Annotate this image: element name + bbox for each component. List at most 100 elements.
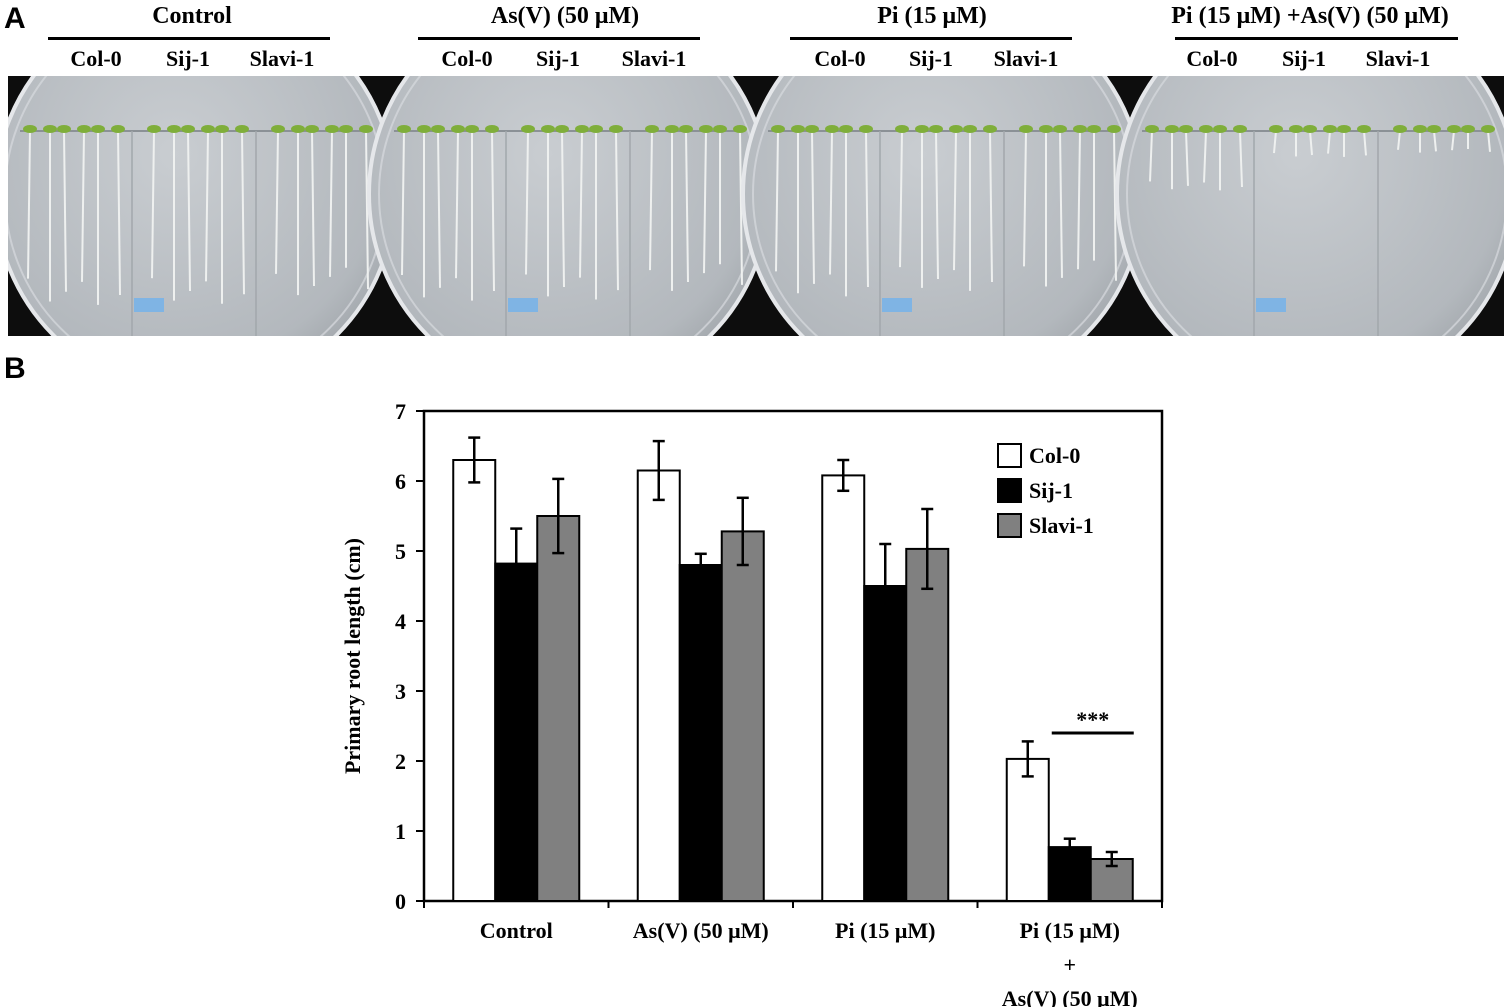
seedling-root — [241, 130, 245, 295]
bar-slavi-1 — [536, 515, 581, 902]
x-category-label: Control — [480, 918, 553, 943]
seedling-leaf — [575, 125, 589, 133]
y-tick-label: 1 — [395, 819, 406, 844]
seedling-root — [151, 130, 155, 279]
seedling-root — [205, 130, 209, 282]
seedling-leaf — [1413, 125, 1427, 133]
seedling-root — [685, 130, 689, 282]
seedling-leaf — [465, 125, 479, 133]
seedling-leaf — [1393, 125, 1407, 133]
seedling-root — [187, 130, 191, 292]
genotype-label: Col-0 — [441, 46, 493, 71]
seedling-leaf — [305, 125, 319, 133]
seedling-leaf — [57, 125, 71, 133]
seedling-root — [1113, 130, 1117, 281]
seedling-leaf — [929, 125, 943, 133]
condition-rule — [48, 37, 330, 40]
y-tick-label: 7 — [395, 399, 406, 424]
seedling-leaf — [1039, 125, 1053, 133]
seedling-leaf — [699, 125, 713, 133]
seedling-root — [1023, 130, 1027, 267]
seedling-root — [275, 130, 279, 274]
plate-photo-strip — [0, 0, 1510, 396]
seedling-leaf — [1145, 125, 1159, 133]
genotype-label: Slavi-1 — [1365, 46, 1431, 71]
genotype-label: Col-0 — [1186, 46, 1238, 71]
seedling-leaf — [417, 125, 431, 133]
seedling-leaf — [1269, 125, 1283, 133]
legend-label: Sij-1 — [1029, 478, 1073, 503]
seedling-root — [1077, 130, 1081, 270]
y-tick-label: 0 — [395, 889, 406, 914]
seedling-leaf — [825, 125, 839, 133]
seedling-leaf — [339, 125, 353, 133]
seedling-root — [953, 130, 957, 271]
seedling-leaf — [1199, 125, 1213, 133]
panel-a-letter: A — [4, 2, 26, 35]
seedling-leaf — [1427, 125, 1441, 133]
plate-dish — [741, 0, 1145, 396]
legend-swatch-sij-1 — [997, 478, 1022, 503]
legend-label: Col-0 — [1029, 443, 1080, 468]
seedling-leaf — [1087, 125, 1101, 133]
seedling-leaf — [291, 125, 305, 133]
legend-swatch-col-0 — [997, 443, 1022, 468]
condition-title: Control — [152, 3, 232, 29]
bar-col-0 — [821, 474, 866, 903]
seedling-leaf — [983, 125, 997, 133]
plate-label-tag — [134, 298, 164, 312]
seedling-leaf — [431, 125, 445, 133]
y-tick-label: 6 — [395, 469, 406, 494]
legend-label: Slavi-1 — [1029, 513, 1094, 538]
petri-plate — [1115, 0, 1510, 396]
bar-slavi-1 — [720, 530, 765, 902]
seedling-leaf — [895, 125, 909, 133]
condition-title: Pi (15 μM) — [877, 3, 987, 29]
genotype-label: Slavi-1 — [621, 46, 687, 71]
genotype-label: Col-0 — [70, 46, 122, 71]
seedling-root — [579, 130, 583, 278]
seedling-root — [1309, 130, 1313, 156]
seedling-root — [775, 130, 779, 272]
seedling-leaf — [235, 125, 249, 133]
condition-rule — [418, 37, 700, 40]
bar-sij-1 — [863, 585, 908, 902]
condition-title: As(V) (50 μM) — [490, 3, 640, 29]
bar-slavi-1 — [905, 547, 950, 902]
seedling-root — [615, 130, 619, 291]
seedling-root — [63, 130, 67, 292]
seedling-leaf — [791, 125, 805, 133]
seedling-leaf — [23, 125, 37, 133]
seedling-leaf — [1165, 125, 1179, 133]
seedling-leaf — [805, 125, 819, 133]
seedling-root — [811, 130, 815, 284]
petri-plate — [0, 0, 397, 396]
bar-sij-1 — [678, 564, 723, 902]
petri-plate — [367, 0, 771, 396]
seedling-leaf — [325, 125, 339, 133]
seedling-leaf — [1053, 125, 1067, 133]
seedling-root — [491, 130, 495, 292]
seedling-root — [1059, 130, 1063, 278]
seedling-leaf — [43, 125, 57, 133]
seedling-leaf — [1289, 125, 1303, 133]
seedling-root — [1149, 130, 1153, 182]
seedling-leaf — [1447, 125, 1461, 133]
seedling-leaf — [771, 125, 785, 133]
seedling-leaf — [713, 125, 727, 133]
significance-stars: *** — [1076, 707, 1109, 732]
plate-dish — [367, 0, 771, 396]
seedling-leaf — [555, 125, 569, 133]
plate-dish — [1115, 0, 1510, 396]
seedling-leaf — [915, 125, 929, 133]
seedling-root — [703, 130, 707, 274]
seedling-leaf — [859, 125, 873, 133]
legend-swatch-slavi-1 — [997, 513, 1022, 538]
seedling-leaf — [1073, 125, 1087, 133]
seedling-leaf — [1461, 125, 1475, 133]
seedling-root — [81, 130, 85, 282]
seedling-leaf — [201, 125, 215, 133]
seedling-leaf — [1481, 125, 1495, 133]
seedling-root — [1327, 130, 1331, 154]
y-axis-title: Primary root length (cm) — [340, 538, 365, 774]
